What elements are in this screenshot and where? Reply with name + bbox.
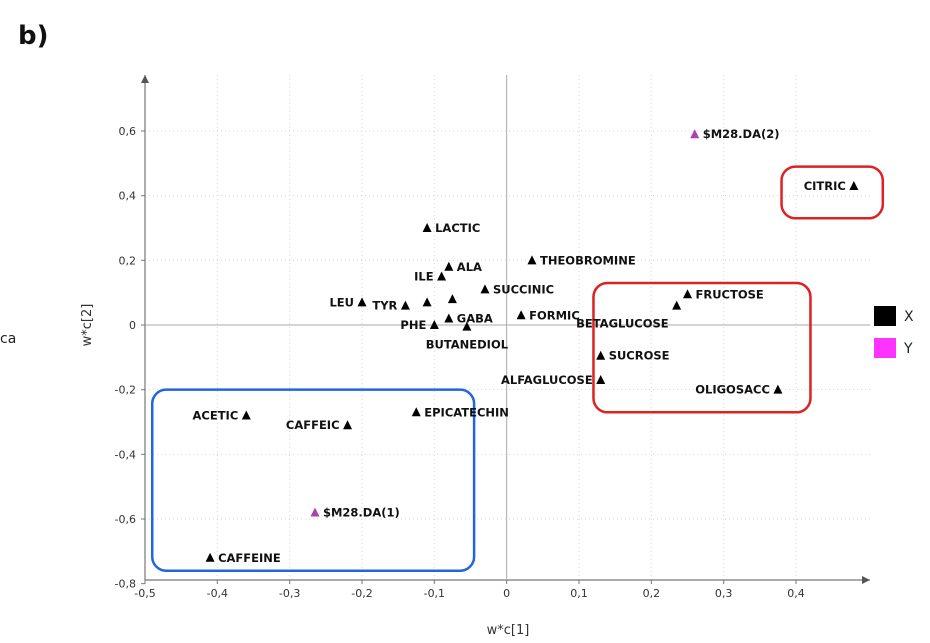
highlight-box <box>780 165 885 220</box>
point-marker <box>462 321 472 331</box>
legend-swatch <box>874 338 896 358</box>
point-marker <box>429 320 439 329</box>
grid <box>145 75 870 580</box>
point-marker <box>310 507 320 517</box>
point-marker <box>205 552 215 562</box>
side-text-fragment: ca <box>0 331 16 347</box>
x-tick-label: -0,3 <box>279 587 300 600</box>
point-label: SUCROSE <box>609 349 670 363</box>
x-axis-title: w*c[1] <box>487 623 530 638</box>
point-label: ALA <box>457 260 482 274</box>
highlight-boxes <box>150 165 885 572</box>
legend-swatch <box>874 306 896 326</box>
point-label: BUTANEDIOL <box>426 338 509 352</box>
tick-labels: -0,5 -0,4 -0,3 -0,2 -0,1 0 0,1 0,2 0,3 0,4 -0,8 -0,… <box>115 125 805 600</box>
point-label: CAFFEIC <box>286 418 340 432</box>
y-tick-label: 0 <box>129 319 136 332</box>
point-label: GABA <box>457 312 493 326</box>
point-marker <box>683 289 692 299</box>
y-tick-label: -0,8 <box>115 578 136 591</box>
legend-label: X <box>904 309 914 325</box>
y-tick-label: -0,4 <box>115 448 136 461</box>
y-tick-label: -0,6 <box>115 513 136 526</box>
x-tick-label: 0 <box>503 587 510 600</box>
x-tick-label: -0,5 <box>134 587 155 600</box>
point-marker <box>447 294 457 304</box>
point-marker <box>527 255 537 265</box>
point-label: SUCCINIC <box>493 282 554 296</box>
legend-label: Y <box>903 341 913 357</box>
point-label: CITRIC <box>804 179 846 193</box>
point-marker <box>422 297 432 307</box>
point-marker <box>357 297 367 307</box>
axes <box>141 75 870 585</box>
point-label: EPICATECHIN <box>424 405 509 419</box>
y-tick-label: 0,6 <box>119 125 137 138</box>
point-marker <box>773 384 783 394</box>
y-tick-label: 0,2 <box>119 254 137 267</box>
point-label: ILE <box>414 270 434 284</box>
point-label: $M28.DA(2) <box>703 127 780 141</box>
point-label: FORMIC <box>529 308 580 322</box>
x-tick-label: 0,3 <box>715 587 733 600</box>
point-marker <box>343 420 353 430</box>
point-label: OLIGOSACC <box>695 383 770 397</box>
point-marker <box>690 129 700 139</box>
point-marker <box>596 374 606 384</box>
x-tick-label: -0,4 <box>207 587 228 600</box>
point-label: FRUCTOSE <box>696 287 764 301</box>
point-marker <box>596 350 606 360</box>
point-marker <box>422 223 432 232</box>
legend: XY <box>874 306 914 358</box>
x-tick-label: -0,1 <box>424 587 445 600</box>
point-marker <box>241 410 251 420</box>
highlight-box <box>150 388 476 572</box>
y-tick-label: -0,2 <box>115 384 136 397</box>
point-marker <box>672 300 682 310</box>
panel-label: b) <box>18 21 49 51</box>
point-marker <box>444 313 454 323</box>
x-tick-label: 0,1 <box>570 587 588 600</box>
y-axis-title: w*c[2] <box>80 304 95 347</box>
point-marker <box>400 300 410 310</box>
highlight-box <box>592 281 812 414</box>
x-tick-label: 0,2 <box>643 587 661 600</box>
point-label: LEU <box>329 295 354 309</box>
y-axis-arrow <box>141 75 149 83</box>
point-label: ALFAGLUCOSE <box>501 373 593 387</box>
point-marker <box>516 310 526 320</box>
point-label: TYR <box>372 299 397 313</box>
point-label: PHE <box>400 318 426 332</box>
data-points: CITRIC LACTIC ALA ILE THEOBROMINE SUCCINIC LEU… <box>193 127 859 565</box>
point-marker <box>444 261 454 271</box>
x-tick-label: -0,2 <box>351 587 372 600</box>
x-tick-label: 0,4 <box>787 587 805 600</box>
point-label: $M28.DA(1) <box>323 506 400 520</box>
point-label: ACETIC <box>193 409 239 423</box>
x-axis-arrow <box>862 576 870 584</box>
point-marker <box>411 407 421 417</box>
point-label: BETAGLUCOSE <box>576 317 669 331</box>
point-label: LACTIC <box>435 221 480 235</box>
point-marker <box>437 271 447 281</box>
point-marker <box>849 180 859 190</box>
y-tick-label: 0,4 <box>119 190 137 203</box>
point-marker <box>480 284 490 294</box>
point-label: THEOBROMINE <box>540 253 636 267</box>
point-label: CAFFEINE <box>218 551 281 565</box>
